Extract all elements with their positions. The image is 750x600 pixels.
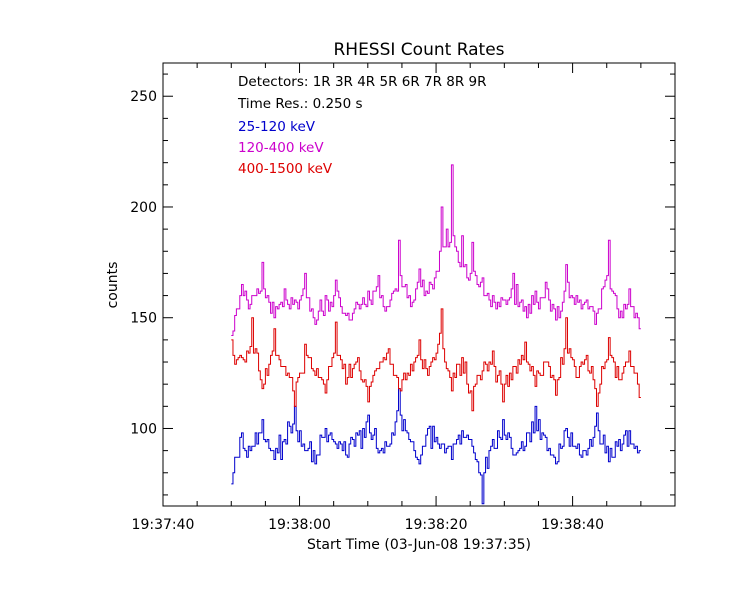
legend-entry-25-120: 25-120 keV (238, 119, 316, 135)
time-res-annotation: Time Res.: 0.250 s (237, 96, 363, 112)
x-axis: 19:37:40 19:38:00 19:38:20 19:38:40 (132, 63, 676, 533)
y-axis: 100 150 200 250 (130, 73, 675, 496)
x-tick-label: 19:38:40 (541, 517, 604, 533)
series-line-400-1500-kev (231, 308, 641, 412)
x-axis-label: Start Time (03-Jun-08 19:37:35) (307, 537, 531, 553)
y-tick-label: 250 (130, 89, 157, 105)
x-tick-label: 19:38:00 (268, 517, 331, 533)
plot-frame (162, 62, 676, 507)
detectors-annotation: Detectors: 1R 3R 4R 5R 6R 7R 8R 9R (238, 74, 487, 90)
y-tick-label: 100 (130, 421, 157, 437)
legend: Detectors: 1R 3R 4R 5R 6R 7R 8R 9R Time … (237, 74, 487, 177)
x-tick-label: 19:37:40 (132, 517, 195, 533)
legend-entry-400-1500: 400-1500 keV (238, 161, 333, 177)
legend-entry-120-400: 120-400 keV (238, 140, 324, 156)
y-tick-label: 200 (130, 200, 157, 216)
chart-title: RHESSI Count Rates (333, 40, 504, 60)
series-line-120-400-kev (231, 164, 641, 336)
x-tick-label: 19:38:20 (405, 517, 468, 533)
y-axis-label: counts (105, 262, 121, 309)
y-tick-label: 150 (130, 311, 157, 327)
series-layer (231, 164, 641, 505)
series-line-25-120-kev (231, 388, 641, 505)
